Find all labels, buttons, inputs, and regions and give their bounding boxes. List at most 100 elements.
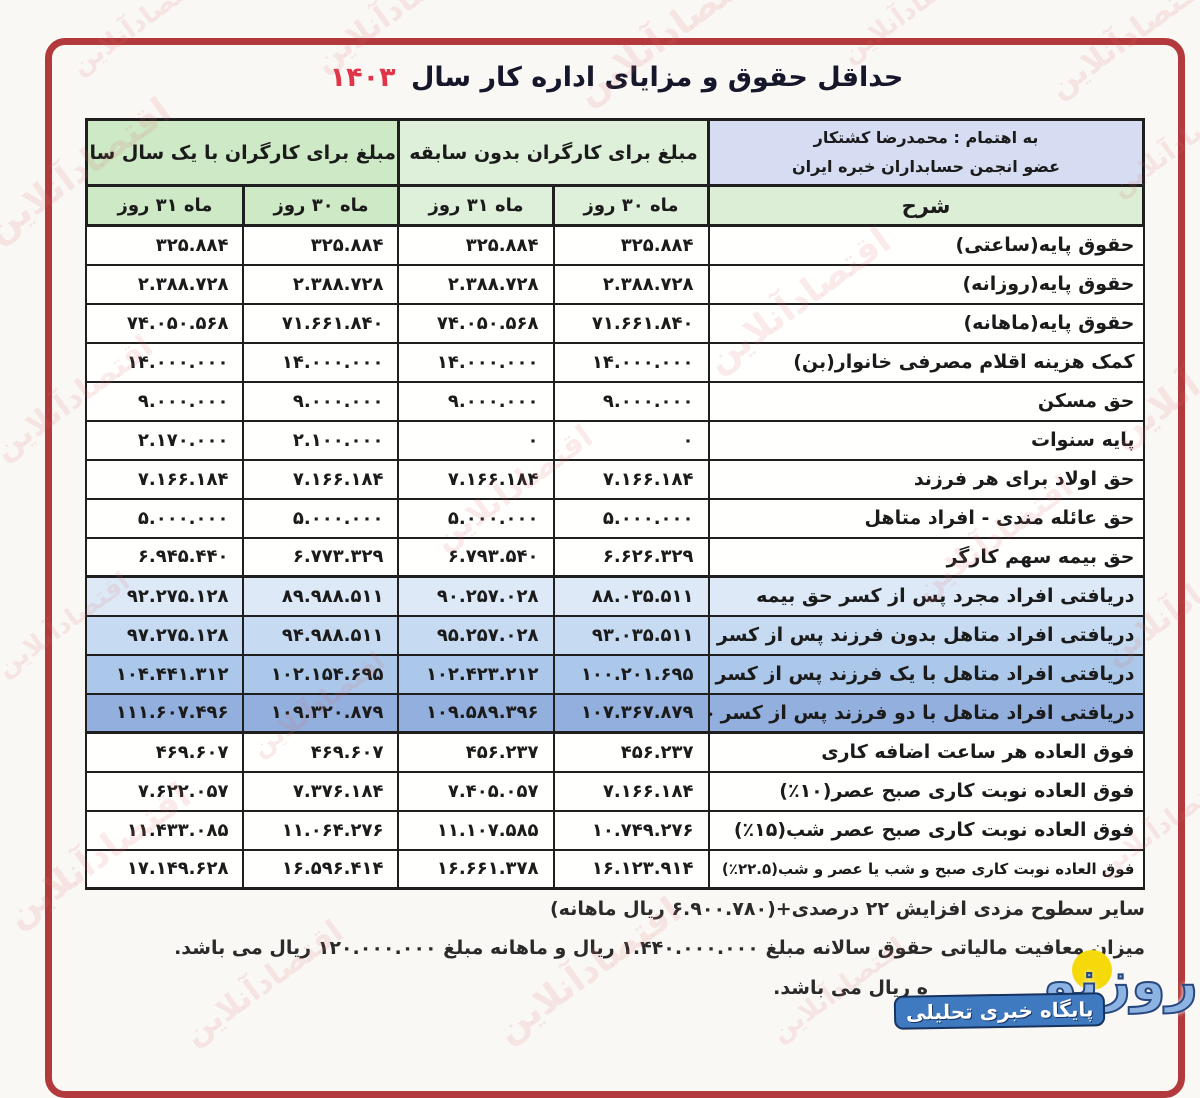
value-month31-no-exp: ۰: [397, 419, 555, 461]
value-month30-no-exp: ۱۰.۷۴۹.۲۷۶: [552, 809, 710, 851]
value-month31-one-year: ۹.۰۰۰.۰۰۰: [85, 380, 245, 422]
value-month31-one-year: ۱۰۴.۴۴۱.۳۱۲: [85, 653, 245, 695]
value-month31-one-year: ۲.۱۷۰.۰۰۰: [85, 419, 245, 461]
value-month31-no-exp: ۳۲۵.۸۸۴: [397, 224, 555, 266]
value-month31-no-exp: ۱۶.۶۶۱.۳۷۸: [397, 848, 555, 890]
table-row: حقوق پایه(ماهانه) ۷۱.۶۶۱.۸۴۰ ۷۴.۰۵۰.۵۶۸ ۷۱.…: [85, 302, 1145, 344]
row-description: حقوق پایه(ساعتی): [707, 224, 1145, 266]
row-description: حق بیمه سهم کارگر: [707, 536, 1145, 578]
value-month31-no-exp: ۷۴.۰۵۰.۵۶۸: [397, 302, 555, 344]
table-row: دریافتی افراد مجرد پس از کسر حق بیمه ۸۸.۰…: [85, 575, 1145, 617]
value-month30-no-exp: ۳۲۵.۸۸۴: [552, 224, 710, 266]
value-month31-no-exp: ۱۱.۱۰۷.۵۸۵: [397, 809, 555, 851]
column-header-month31-no-exp: ماه ۳۱ روز: [396, 184, 556, 227]
table-row: حق عائله مندی - افراد متاهل ۵.۰۰۰.۰۰۰ ۵.۰۰…: [85, 497, 1145, 539]
value-month30-no-exp: ۷.۱۶۶.۱۸۴: [552, 458, 710, 500]
value-month31-no-exp: ۱۴.۰۰۰.۰۰۰: [397, 341, 555, 383]
value-month31-one-year: ۶.۹۴۵.۴۴۰: [85, 536, 245, 578]
attribution-line2: عضو انجمن حسابداران خبره ایران: [791, 156, 1061, 176]
value-month31-no-exp: ۹۰.۲۵۷.۰۲۸: [397, 575, 555, 617]
value-month30-no-exp: ۰: [552, 419, 710, 461]
value-month30-one-year: ۹.۰۰۰.۰۰۰: [242, 380, 400, 422]
row-description: حقوق پایه(روزانه): [707, 263, 1145, 305]
row-description: حق عائله مندی - افراد متاهل: [707, 497, 1145, 539]
table-row: حق بیمه سهم کارگر ۶.۶۲۶.۳۲۹ ۶.۷۹۳.۵۴۰ ۶.۷۷۳…: [85, 536, 1145, 578]
value-month30-one-year: ۲.۱۰۰.۰۰۰: [242, 419, 400, 461]
footnote-2: میزان معافیت مالیاتی حقوق سالانه مبلغ ۱.…: [174, 937, 1145, 959]
table-row: فوق العاده نوبت کاری صبح و شب یا عصر و ش…: [85, 848, 1145, 890]
row-description: حق مسکن: [707, 380, 1145, 422]
table-row: دریافتی افراد متاهل با یک فرزند پس از کس…: [85, 653, 1145, 695]
row-description: فوق العاده هر ساعت اضافه کاری: [707, 731, 1145, 773]
value-month30-no-exp: ۲.۳۸۸.۷۲۸: [552, 263, 710, 305]
group-header-one-year: مبلغ برای کارگران با یک سال سابقه: [84, 118, 400, 187]
table-row: دریافتی افراد متاهل بدون فرزند پس از کسر…: [85, 614, 1145, 656]
value-month30-one-year: ۷.۱۶۶.۱۸۴: [242, 458, 400, 500]
footnote-1: سایر سطوح مزدی افزایش ۲۲ درصدی+(۶.۹۰۰.۷۸…: [549, 898, 1145, 920]
value-month30-one-year: ۷۱.۶۶۱.۸۴۰: [242, 302, 400, 344]
value-month31-no-exp: ۵.۰۰۰.۰۰۰: [397, 497, 555, 539]
roozno-logo: روزنو پایگاه خبری تحلیلی: [893, 948, 1200, 1038]
value-month31-no-exp: ۲.۳۸۸.۷۲۸: [397, 263, 555, 305]
value-month30-no-exp: ۱۰۷.۳۶۷.۸۷۹: [552, 692, 710, 734]
row-description: دریافتی افراد متاهل با یک فرزند پس از کس…: [707, 653, 1145, 695]
value-month31-one-year: ۱۴.۰۰۰.۰۰۰: [85, 341, 245, 383]
page-title-year: ۱۴۰۳: [329, 62, 396, 93]
value-month30-no-exp: ۹۳.۰۳۵.۵۱۱: [552, 614, 710, 656]
row-description: پایه سنوات: [707, 419, 1145, 461]
row-description: دریافتی افراد متاهل بدون فرزند پس از کسر…: [707, 614, 1145, 656]
group-header-no-experience: مبلغ برای کارگران بدون سابقه: [396, 118, 711, 187]
attribution-line1: به اهتمام : محمدرضا کشتکار: [813, 127, 1039, 147]
table-row: کمک هزینه اقلام مصرفی خانوار(بن) ۱۴.۰۰۰.۰…: [85, 341, 1145, 383]
value-month31-no-exp: ۷.۴۰۵.۰۵۷: [397, 770, 555, 812]
value-month30-one-year: ۷.۳۷۶.۱۸۴: [242, 770, 400, 812]
value-month31-no-exp: ۶.۷۹۳.۵۴۰: [397, 536, 555, 578]
row-description: دریافتی افراد مجرد پس از کسر حق بیمه: [707, 575, 1145, 617]
value-month30-no-exp: ۸۸.۰۳۵.۵۱۱: [552, 575, 710, 617]
table-header: به اهتمام : محمدرضا کشتکار عضو انجمن حسا…: [84, 118, 1145, 227]
value-month31-one-year: ۱۱۱.۶۰۷.۴۹۶: [85, 692, 245, 734]
value-month31-no-exp: ۹۵.۲۵۷.۰۲۸: [397, 614, 555, 656]
table-row: پایه سنوات ۰ ۰ ۲.۱۰۰.۰۰۰ ۲.۱۷۰.۰۰۰: [85, 419, 1145, 461]
value-month31-one-year: ۹۲.۲۷۵.۱۲۸: [85, 575, 245, 617]
page-title-text: حداقل حقوق و مزایای اداره کار سال: [410, 62, 904, 93]
value-month30-one-year: ۵.۰۰۰.۰۰۰: [242, 497, 400, 539]
page-title: حداقل حقوق و مزایای اداره کار سال ۱۴۰۳: [88, 62, 1145, 93]
attribution-cell: به اهتمام : محمدرضا کشتکار عضو انجمن حسا…: [707, 118, 1145, 187]
value-month30-no-exp: ۱۶.۱۲۳.۹۱۴: [552, 848, 710, 890]
column-header-month30-one-year: ماه ۳۰ روز: [241, 184, 400, 227]
row-description: حقوق پایه(ماهانه): [707, 302, 1145, 344]
value-month30-one-year: ۱۴.۰۰۰.۰۰۰: [242, 341, 400, 383]
value-month31-one-year: ۷.۱۶۶.۱۸۴: [85, 458, 245, 500]
value-month31-one-year: ۱۷.۱۴۹.۶۲۸: [85, 848, 245, 890]
value-month31-one-year: ۹۷.۲۷۵.۱۲۸: [85, 614, 245, 656]
footnote-3-fragment: ه ریال می باشد.: [773, 977, 928, 999]
value-month30-one-year: ۱۱.۰۶۴.۲۷۶: [242, 809, 400, 851]
value-month31-one-year: ۳۲۵.۸۸۴: [85, 224, 245, 266]
value-month31-no-exp: ۹.۰۰۰.۰۰۰: [397, 380, 555, 422]
row-description: دریافتی افراد متاهل با دو فرزند پس از کس…: [707, 692, 1145, 734]
value-month30-no-exp: ۴۵۶.۲۳۷: [552, 731, 710, 773]
column-header-month31-one-year: ماه ۳۱ روز: [84, 184, 245, 227]
row-description: فوق العاده نوبت کاری صبح عصر(۱۰٪): [707, 770, 1145, 812]
value-month30-no-exp: ۵.۰۰۰.۰۰۰: [552, 497, 710, 539]
value-month30-one-year: ۴۶۹.۶۰۷: [242, 731, 400, 773]
value-month31-one-year: ۲.۳۸۸.۷۲۸: [85, 263, 245, 305]
value-month30-no-exp: ۱۰۰.۲۰۱.۶۹۵: [552, 653, 710, 695]
footnotes: سایر سطوح مزدی افزایش ۲۲ درصدی+(۶.۹۰۰.۷۸…: [55, 898, 1145, 976]
table-body: حقوق پایه(ساعتی) ۳۲۵.۸۸۴ ۳۲۵.۸۸۴ ۳۲۵.۸۸۴ ۳۲۵…: [85, 224, 1145, 890]
value-month31-no-exp: ۱۰۹.۵۸۹.۳۹۶: [397, 692, 555, 734]
value-month30-one-year: ۱۶.۵۹۶.۴۱۴: [242, 848, 400, 890]
logo-yellow-circle-icon: [1072, 950, 1112, 990]
row-description: فوق العاده نوبت کاری صبح و شب یا عصر و ش…: [707, 848, 1145, 890]
table-row: حق اولاد برای هر فرزند ۷.۱۶۶.۱۸۴ ۷.۱۶۶.۱۸۴…: [85, 458, 1145, 500]
watermark-text: اقتصادآنلاین: [568, 0, 769, 113]
value-month30-one-year: ۱۰۲.۱۵۴.۶۹۵: [242, 653, 400, 695]
table-row: حق مسکن ۹.۰۰۰.۰۰۰ ۹.۰۰۰.۰۰۰ ۹.۰۰۰.۰۰۰ ۹.۰۰۰.…: [85, 380, 1145, 422]
watermark-text: اقتصادآنلاین: [836, 0, 981, 70]
value-month30-one-year: ۸۹.۹۸۸.۵۱۱: [242, 575, 400, 617]
value-month30-one-year: ۳۲۵.۸۸۴: [242, 224, 400, 266]
value-month30-one-year: ۲.۳۸۸.۷۲۸: [242, 263, 400, 305]
value-month31-one-year: ۵.۰۰۰.۰۰۰: [85, 497, 245, 539]
table-row: فوق العاده نوبت کاری صبح عصر شب(۱۵٪) ۱۰.۷…: [85, 809, 1145, 851]
